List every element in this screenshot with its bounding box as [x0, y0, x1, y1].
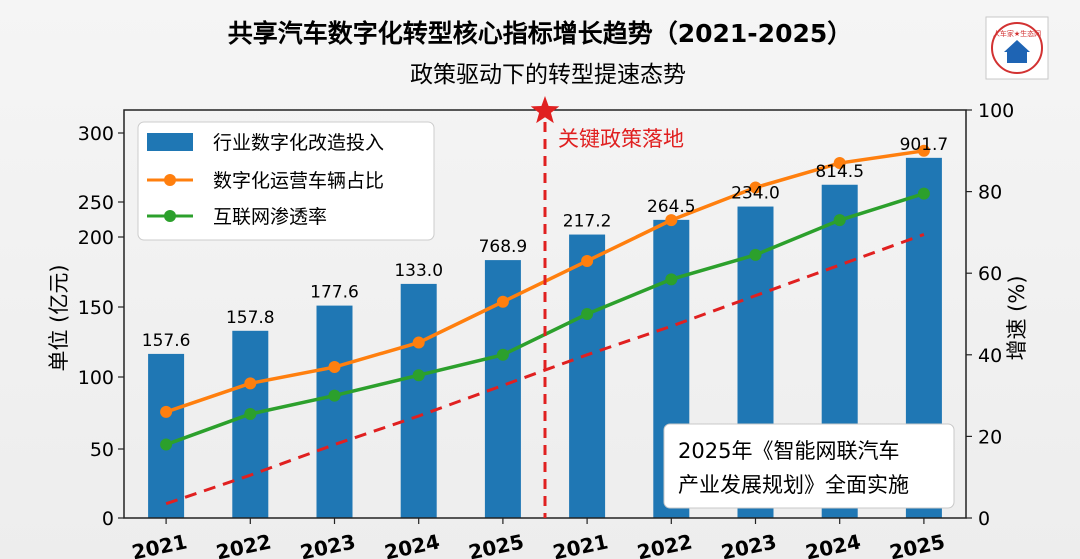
series-point — [749, 248, 762, 261]
bar — [400, 283, 437, 518]
series-point — [665, 214, 678, 227]
series-point — [328, 361, 341, 374]
right-tick-label: 40 — [978, 345, 1002, 367]
legend-label-green-line: 互联网渗透率 — [213, 206, 327, 228]
legend-marker-orange — [164, 174, 176, 186]
left-tick-label: 50 — [90, 439, 114, 461]
note-box: 2025年《智能网联汽车 产业发展规划》全面实施 — [663, 423, 955, 509]
trend-polyline — [165, 233, 925, 506]
series-point — [160, 438, 173, 451]
series-point — [412, 369, 425, 382]
note-line-2: 产业发展规划》全面实施 — [678, 473, 909, 497]
bar-value-label: 901.7 — [900, 135, 949, 155]
x-tick-label: 2022 — [635, 529, 694, 559]
series-point — [244, 407, 257, 420]
bar-value-label: 264.5 — [647, 197, 696, 217]
right-tick-label: 0 — [978, 508, 990, 530]
x-tick-label: 2022 — [214, 529, 273, 559]
bar-value-label: 814.5 — [815, 162, 864, 182]
right-tick-label: 80 — [978, 182, 1002, 204]
bar-value-label: 133.0 — [394, 261, 443, 281]
left-tick-label: 250 — [78, 192, 114, 214]
series-point — [917, 187, 930, 200]
series-point — [581, 308, 594, 320]
series-point — [244, 377, 257, 390]
bar — [148, 353, 185, 518]
logo-text: 人车家★生态网 — [993, 29, 1041, 38]
right-tick-label: 100 — [978, 100, 1014, 122]
left-tick-label: 300 — [78, 123, 114, 145]
x-tick-label: 2023 — [719, 529, 778, 559]
trend-line — [165, 233, 925, 506]
series-point — [412, 336, 425, 349]
chart-title: 共享汽车数字化转型核心指标增长趋势（2021-2025） — [228, 19, 853, 48]
logo: 人车家★生态网 — [985, 16, 1049, 80]
left-tick-label: 200 — [78, 227, 114, 249]
bar-value-label: 177.6 — [310, 283, 359, 303]
series-point — [749, 181, 762, 194]
left-tick-label: 150 — [78, 297, 114, 319]
series-point — [833, 157, 846, 170]
bar-value-label: 234.0 — [731, 184, 780, 204]
right-axis-ticks: 0 20 40 60 80 100 — [966, 100, 1014, 530]
bar-value-label: 157.6 — [142, 331, 191, 351]
x-tick-label: 2023 — [298, 529, 357, 559]
x-axis-ticks: 2021 2022 2023 2024 2025 2021 2022 2023 2024 2025 — [130, 518, 947, 559]
x-tick-label: 2021 — [551, 529, 610, 559]
legend: 行业数字化改造投入 数字化运营车辆占比 互联网渗透率 — [137, 121, 435, 241]
bar-value-labels: 157.6 157.8 177.6 133.0 768.9 217.2 264.5 234.0… — [142, 135, 948, 351]
x-tick-label: 2024 — [382, 529, 441, 559]
series-point — [833, 214, 846, 227]
left-axis-ticks: 0 50 100 150 200 250 300 — [78, 123, 124, 530]
bar — [316, 305, 353, 518]
left-axis-label: 单位 (亿元) — [47, 264, 71, 371]
left-tick-label: 0 — [102, 508, 114, 530]
left-tick-label: 100 — [78, 367, 114, 389]
series-point — [665, 273, 678, 286]
star-icon — [530, 96, 560, 124]
legend-box — [137, 121, 435, 241]
series-point — [581, 254, 594, 267]
bar-value-label: 768.9 — [479, 237, 528, 257]
policy-marker: 关键政策落地 — [530, 96, 684, 518]
note-frame — [663, 423, 955, 509]
x-tick-label: 2025 — [466, 529, 525, 559]
legend-swatch-bars — [147, 133, 193, 151]
bar-value-label: 157.8 — [226, 308, 275, 328]
right-tick-label: 60 — [978, 263, 1002, 285]
note-line-1: 2025年《智能网联汽车 — [678, 439, 899, 463]
series-point — [496, 295, 509, 308]
bar-value-label: 217.2 — [563, 212, 612, 232]
bar — [569, 234, 606, 519]
series-point — [160, 405, 173, 418]
legend-label-bars: 行业数字化改造投入 — [213, 132, 384, 154]
bar — [232, 330, 269, 518]
chart-subtitle: 政策驱动下的转型提速态势 — [410, 62, 686, 88]
x-tick-label: 2021 — [130, 529, 189, 559]
x-tick-label: 2024 — [803, 529, 862, 559]
right-tick-label: 20 — [978, 426, 1002, 448]
right-axis-label: 增速 (%) — [1005, 275, 1029, 360]
series-point — [328, 389, 341, 402]
logo-house-roof — [1004, 40, 1030, 52]
x-tick-label: 2025 — [887, 529, 946, 559]
policy-annotation: 关键政策落地 — [558, 127, 684, 151]
legend-marker-green — [164, 210, 176, 222]
legend-label-orange-line: 数字化运营车辆占比 — [213, 170, 384, 192]
series-point — [496, 348, 509, 361]
logo-house-body — [1007, 52, 1027, 63]
series-point — [917, 144, 930, 157]
